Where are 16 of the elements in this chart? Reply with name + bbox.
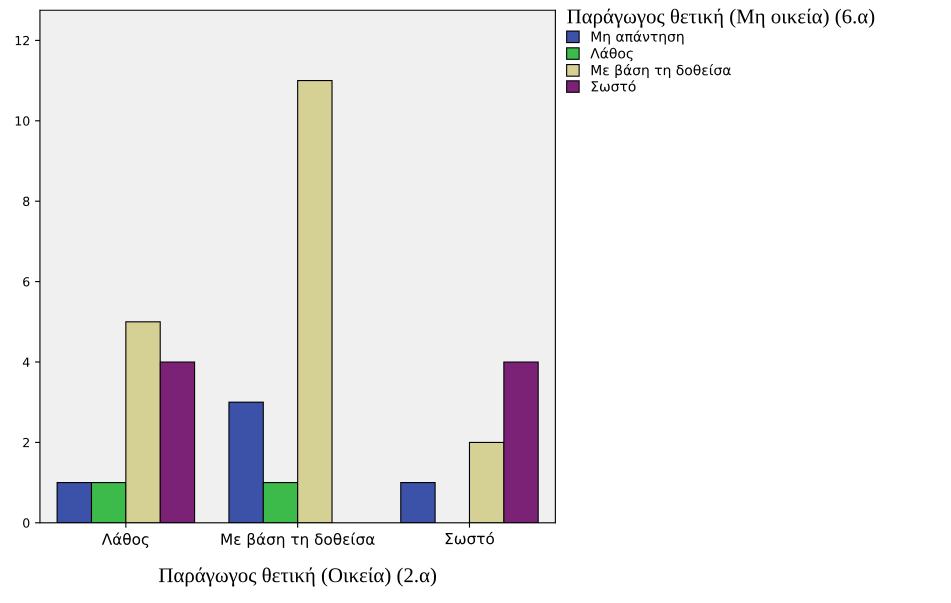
x-tick-label: Σωστό: [446, 532, 494, 544]
y-tick-label: 8: [23, 196, 30, 206]
y-tick-label: 6: [23, 277, 30, 287]
y-tick-label: 10: [16, 116, 30, 126]
legend-label: Με βάση τη δοθείσα: [592, 64, 731, 78]
legend-title: Παράγωγος θετική (Μη οικεία) (6.α): [567, 8, 874, 28]
x-tick-label: Λάθος: [102, 532, 148, 548]
y-tick-label: 0: [23, 518, 30, 528]
x-axis-title: Παράγωγος θετική (Οικεία) (2.α): [159, 567, 436, 587]
x-tick-label: Με βάση τη δοθείσα: [222, 532, 375, 548]
legend-label: Σωστό: [592, 80, 636, 92]
y-tick-label: 2: [23, 438, 29, 448]
legend-label: Μη απάντηση: [592, 30, 684, 44]
y-tick-label: 12: [16, 36, 29, 46]
y-tick-label: 4: [22, 358, 30, 367]
legend-label: Λάθος: [590, 47, 633, 62]
